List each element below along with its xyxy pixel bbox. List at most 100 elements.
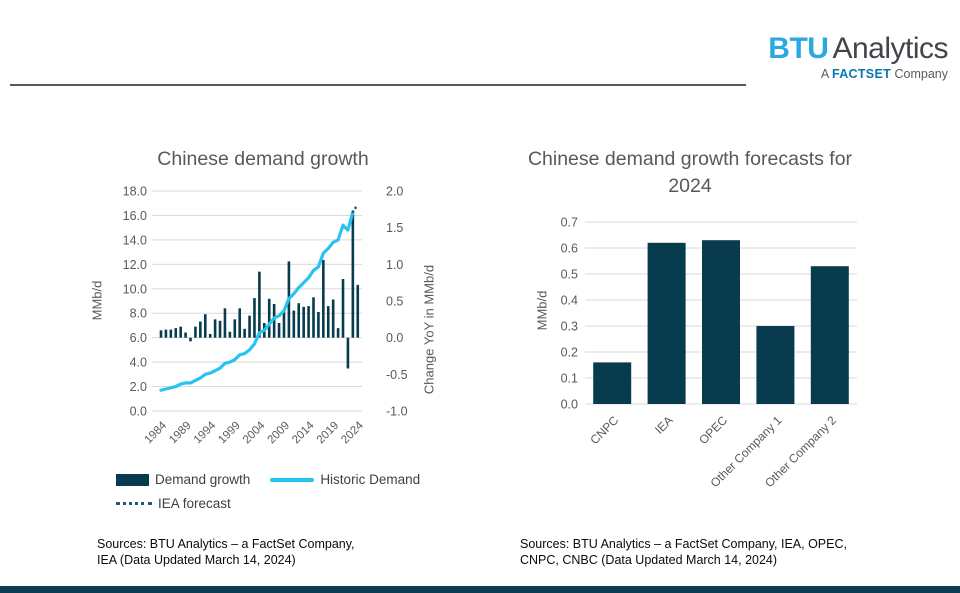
header-divider [10,84,746,86]
y-axis-tick: 0.2 [561,346,578,360]
demand-growth-bar [189,337,192,342]
x-axis-tick: 1984 [143,419,170,446]
left-axis-tick: 2.0 [130,380,147,394]
tagline-suffix: Company [894,67,949,81]
legend-label-demand-growth: Demand growth [155,472,251,487]
demand-growth-swatch [116,473,149,486]
x-axis-tick: 1994 [192,419,219,446]
iea-forecast-swatch [116,502,152,505]
demand-growth-bar [228,331,232,338]
x-axis-tick: 2024 [339,419,366,446]
logo-wordmark: BTU Analytics [768,33,948,65]
right-sources-line2: CNPC, CNBC (Data Updated March 14, 2024) [520,553,778,567]
demand-growth-bar [331,299,335,338]
demand-growth-bar [203,314,207,338]
y-axis-tick: 0.5 [561,268,578,282]
demand-growth-bar [233,319,237,338]
demand-growth-bar [248,315,251,338]
demand-growth-bar [292,310,296,338]
x-axis-tick: OPEC [696,413,730,447]
demand-growth-bar [272,303,276,338]
demand-growth-bar [356,284,360,338]
demand-growth-bar [346,337,350,369]
left-chart-sources: Sources: BTU Analytics – a FactSet Compa… [97,536,447,568]
x-axis-tick: IEA [652,413,676,437]
forecast-bar [756,326,795,404]
left-axis-tick: 10.0 [123,282,147,296]
demand-growth-bar [159,330,163,338]
left-axis-tick: 0.0 [130,405,147,419]
logo-btu: BTU [768,32,829,65]
x-axis-tick: 1989 [167,420,194,447]
left-axis-tick: 16.0 [123,209,147,223]
iea-forecast-dots [351,203,360,214]
left-axis-tick: 4.0 [130,356,147,370]
right-sources-line1: Sources: BTU Analytics – a FactSet Compa… [520,537,847,551]
demand-growth-bar [169,329,173,338]
logo-analytics: Analytics [832,32,948,65]
demand-growth-bar [267,298,271,338]
demand-growth-bar [223,308,227,338]
demand-growth-bar [258,271,261,338]
demand-growth-bar [164,329,168,338]
demand-growth-bar [351,211,355,338]
y-axis-tick: 0.1 [561,372,578,386]
left-axis-tick: 14.0 [123,233,147,247]
historic-demand-swatch [270,477,315,482]
right-axis-tick: 2.0 [386,185,403,199]
demand-growth-bar [243,328,246,338]
legend-label-iea-forecast: IEA forecast [158,496,231,511]
demand-growth-bar [277,323,281,338]
demand-growth-bar [282,310,286,338]
demand-growth-bar [297,303,301,338]
y-axis-tick: 0.7 [561,216,578,230]
demand-growth-bar [253,298,256,338]
x-axis-tick: 1999 [216,420,243,447]
demand-growth-bar [312,297,315,338]
y-axis-tick: 0.0 [561,398,578,412]
right-axis-tick: -1.0 [386,405,408,419]
demand-growth-bar [238,308,242,338]
right-chart-title: Chinese demand growth forecasts for 2024 [527,148,853,197]
left-chart-title: Chinese demand growth [157,148,369,170]
left-axis-tick: 6.0 [130,331,147,345]
legend-label-historic-demand: Historic Demand [320,472,421,487]
demand-growth-bar [317,312,320,338]
right-axis-tick: 0.5 [386,295,403,309]
left-chart-legend: Demand growth Historic Demand IEA foreca… [116,472,420,511]
logo-tagline: A FACTSET Company [768,67,948,81]
y-axis-tick: 0.6 [561,242,578,256]
x-axis-tick: 2019 [315,420,342,447]
demand-growth-bar [218,320,222,338]
right-axis-tick: 1.0 [386,258,403,272]
forecast-bar [810,266,849,404]
demand-growth-bar [336,328,340,338]
forecast-bar [647,242,686,404]
y-axis-tick: 0.4 [561,294,578,308]
demand-growth-bar [208,334,212,338]
demand-growth-bar [194,326,197,338]
forecast-bar [593,362,632,404]
footer-accent-bar [0,586,960,593]
demand-growth-bar [326,306,330,338]
right-axis-tick: 1.5 [386,221,403,235]
right-axis-tick: -0.5 [386,368,408,382]
left-chart-plot: 18.0 16.0 14.0 12.0 10.0 8.0 6.0 4.0 2.0 0.0 2.0 1.… [123,185,408,447]
tagline-prefix: A [820,67,829,81]
demand-growth-bar [302,306,305,338]
x-axis-tick: 2004 [241,419,268,446]
demand-growth-bar [322,259,325,338]
demand-growth-bar [213,319,217,338]
left-axis-tick: 18.0 [123,185,147,199]
demand-growth-bar [341,279,345,338]
demand-growth-bar [307,306,310,338]
factset-brand: FACTSET [831,67,892,81]
right-axis-tick: 0.0 [386,331,403,345]
legend-row-2: IEA forecast [116,496,420,511]
legend-row-1: Demand growth Historic Demand [116,472,420,487]
right-chart-sources: Sources: BTU Analytics – a FactSet Compa… [520,536,940,568]
left-axis-tick: 8.0 [130,307,147,321]
demand-growth-bar [179,326,182,338]
demand-growth-bar [174,328,178,338]
